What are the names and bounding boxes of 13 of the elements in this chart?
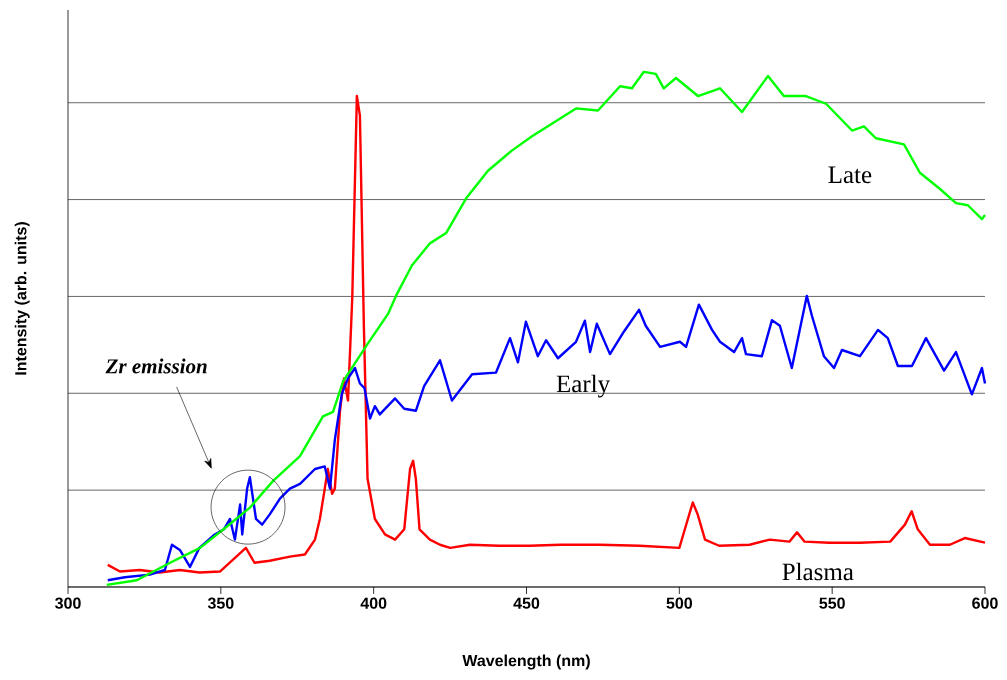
x-tick-label: 450 (513, 597, 540, 609)
series-label: Plasma (782, 562, 854, 581)
y-axis-title: Intensity (arb. units) (14, 222, 30, 375)
series-label: Late (828, 166, 872, 184)
x-tick-label: 600 (972, 597, 998, 609)
x-tick-label: 550 (819, 597, 845, 609)
annotation: Zr emission (105, 358, 207, 374)
x-tick-label: 350 (207, 597, 234, 609)
x-tick-label: 500 (666, 597, 693, 609)
series-label: Early (556, 374, 611, 398)
x-tick-label: 400 (360, 597, 387, 609)
x-axis-title: Wavelength (nm) (462, 654, 590, 670)
x-tick-label: 300 (55, 597, 81, 609)
